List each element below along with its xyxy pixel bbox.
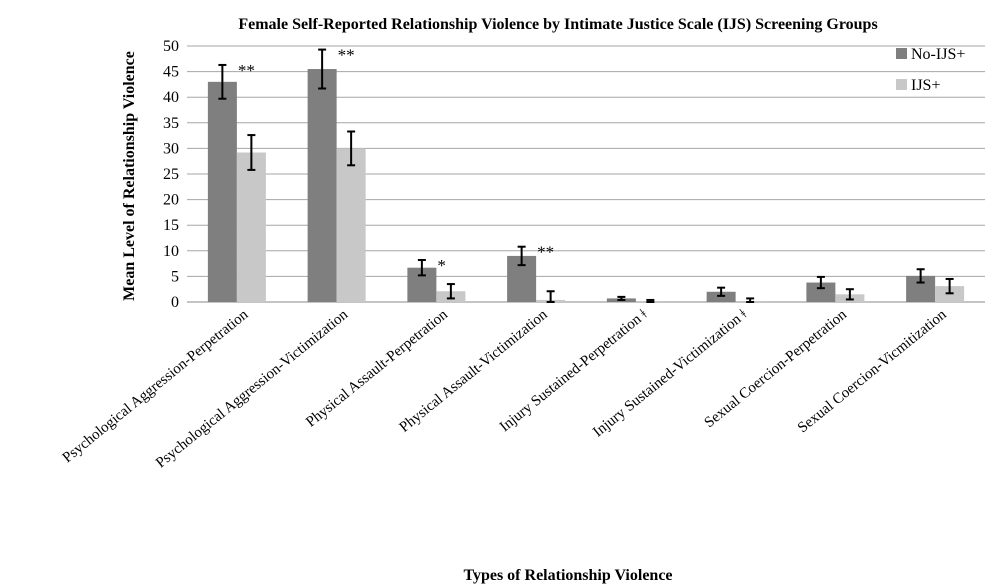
y-tick-label: 5 (171, 268, 179, 285)
y-tick-label: 45 (163, 64, 179, 81)
y-tick-label: 50 (163, 38, 179, 55)
x-tick-label: Psychological Aggression-Victimization (153, 306, 352, 471)
y-tick-label: 30 (163, 140, 179, 157)
bar (207, 81, 237, 302)
y-axis-title: Mean Level of Relationship Violence (121, 51, 138, 301)
legend-swatch (896, 79, 907, 90)
legend-swatch (896, 48, 907, 59)
y-tick-label: 0 (171, 294, 179, 311)
y-tick-label: 10 (163, 243, 179, 260)
bars: ******* (207, 46, 965, 303)
x-axis-categories: Psychological Aggression-PerpetrationPsy… (60, 306, 950, 471)
y-tick-label: 20 (163, 192, 179, 209)
significance-marker: ** (238, 61, 255, 80)
y-tick-label: 35 (163, 115, 179, 132)
chart-title: Female Self-Reported Relationship Violen… (238, 16, 877, 33)
gridlines (187, 45, 985, 303)
legend-label: IJS+ (911, 77, 940, 94)
y-tick-label: 25 (163, 166, 179, 183)
bar (236, 152, 266, 302)
bar (336, 148, 366, 302)
bar (706, 291, 736, 302)
significance-marker: ** (537, 243, 554, 262)
legend-label: No-IJS+ (911, 46, 965, 63)
bar (307, 69, 337, 302)
x-tick-label: Psychological Aggression-Perpetration (60, 306, 252, 466)
significance-marker: ** (338, 46, 355, 65)
x-axis-title: Types of Relationship Violence (463, 567, 672, 584)
y-tick-label: 15 (163, 217, 179, 234)
y-tick-label: 40 (163, 89, 179, 106)
significance-marker: * (437, 256, 446, 275)
legend: No-IJS+ IJS+ (896, 46, 965, 94)
bar (806, 282, 836, 302)
y-axis-ticks: 0 5 10 15 20 25 30 35 40 45 50 (163, 38, 179, 311)
